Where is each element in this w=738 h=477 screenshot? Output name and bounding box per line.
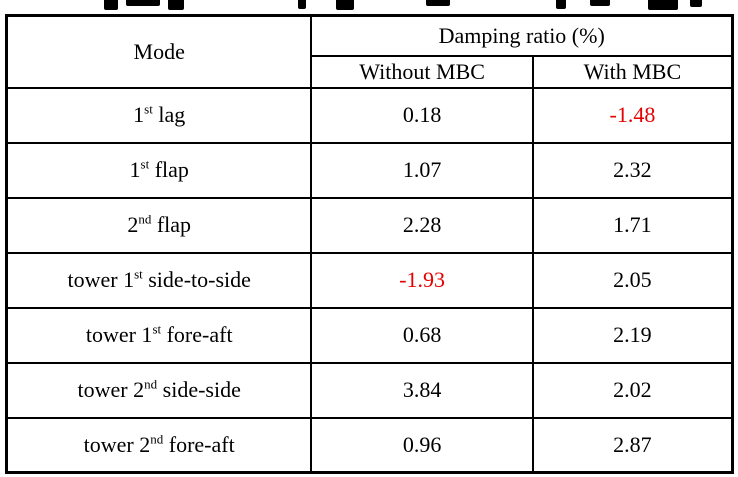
caption-fragment [298,0,306,9]
mode-ordinal-superscript: nd [150,431,164,447]
with-mbc-value: 1.71 [531,196,734,254]
mode-ordinal-superscript: st [152,321,162,337]
mode-label-rest: fore-aft [163,431,235,457]
table-row: 2nd flap 2.28 1.71 [5,196,734,254]
without-mbc-value: 2.28 [310,196,534,254]
mode-label-rest: flap [151,212,192,237]
mode-label-rest: side-side [157,377,241,402]
mode-cell: tower 1st side-to-side [5,251,313,309]
caption-fragment [690,0,702,7]
cropped-caption-fragments [0,0,738,14]
caption-fragment [104,0,118,10]
mode-label: tower 2 [83,431,151,457]
mode-cell: tower 1st fore-aft [5,306,313,364]
caption-fragment [648,0,678,10]
mode-ordinal-superscript: nd [144,376,158,392]
table-header: Mode Damping ratio (%) Without MBC With … [5,14,734,89]
with-mbc-value: 2.05 [531,251,734,309]
mode-label-rest: side-to-side [142,267,251,292]
mode-cell: tower 2nd fore-aft [5,416,313,474]
header-damping-ratio-group: Damping ratio (%) [310,14,734,57]
mode-cell: tower 2nd side-side [5,361,313,419]
caption-fragment [168,0,184,10]
header-without-mbc: Without MBC [310,54,534,89]
caption-fragment [590,0,610,6]
mode-label: 1 [129,157,141,182]
table-row: tower 1st side-to-side -1.93 2.05 [5,251,734,309]
table-row: tower 1st fore-aft 0.68 2.19 [5,306,734,364]
mode-label: tower 1 [67,267,135,292]
with-mbc-value: 2.87 [531,416,734,474]
caption-fragment [336,0,354,10]
without-mbc-value: 1.07 [310,141,534,199]
table-body: 1st lag 0.18 -1.48 1st flap 1.07 2.32 2n… [5,86,734,474]
caption-fragment [556,0,566,9]
mode-label-rest: fore-aft [161,322,233,347]
table-row: tower 2nd side-side 3.84 2.02 [5,361,734,419]
table-row: tower 2nd fore-aft 0.96 2.87 [5,416,734,474]
caption-fragment [126,0,160,6]
mode-label: 1 [133,102,145,127]
mode-ordinal-superscript: nd [138,211,152,227]
without-mbc-value: 3.84 [310,361,534,419]
with-mbc-value: -1.48 [531,86,734,144]
mode-ordinal-superscript: st [144,101,153,117]
with-mbc-value: 2.19 [531,306,734,364]
with-mbc-value: 2.02 [531,361,734,419]
mode-label-rest: flap [149,157,189,182]
mode-label-rest: lag [152,102,186,127]
header-mode: Mode [5,14,313,89]
mode-cell: 1st lag [5,86,313,144]
without-mbc-value: 0.18 [310,86,534,144]
mode-label: 2 [127,212,139,237]
caption-fragment [426,0,450,6]
without-mbc-value: -1.93 [310,251,534,309]
mode-label: tower 1 [85,322,153,347]
table-row: 1st flap 1.07 2.32 [5,141,734,199]
table-row: 1st lag 0.18 -1.48 [5,86,734,144]
header-with-mbc: With MBC [531,54,734,89]
mode-cell: 2nd flap [5,196,313,254]
mode-cell: 1st flap [5,141,313,199]
without-mbc-value: 0.68 [310,306,534,364]
with-mbc-value: 2.32 [531,141,734,199]
damping-ratio-table: Mode Damping ratio (%) Without MBC With … [5,14,734,474]
without-mbc-value: 0.96 [310,416,534,474]
mode-ordinal-superscript: st [134,266,143,282]
mode-ordinal-superscript: st [140,156,150,172]
mode-label: tower 2 [77,377,145,402]
